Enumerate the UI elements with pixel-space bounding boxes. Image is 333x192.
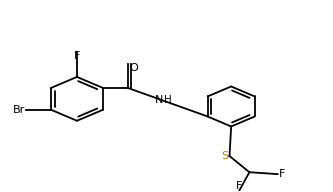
Text: O: O — [130, 63, 139, 73]
Text: F: F — [74, 51, 80, 61]
Text: F: F — [236, 181, 243, 191]
Text: H: H — [164, 95, 171, 105]
Text: F: F — [279, 169, 285, 179]
Text: N: N — [155, 95, 164, 105]
Text: Br: Br — [13, 105, 25, 115]
Text: S: S — [221, 151, 228, 161]
